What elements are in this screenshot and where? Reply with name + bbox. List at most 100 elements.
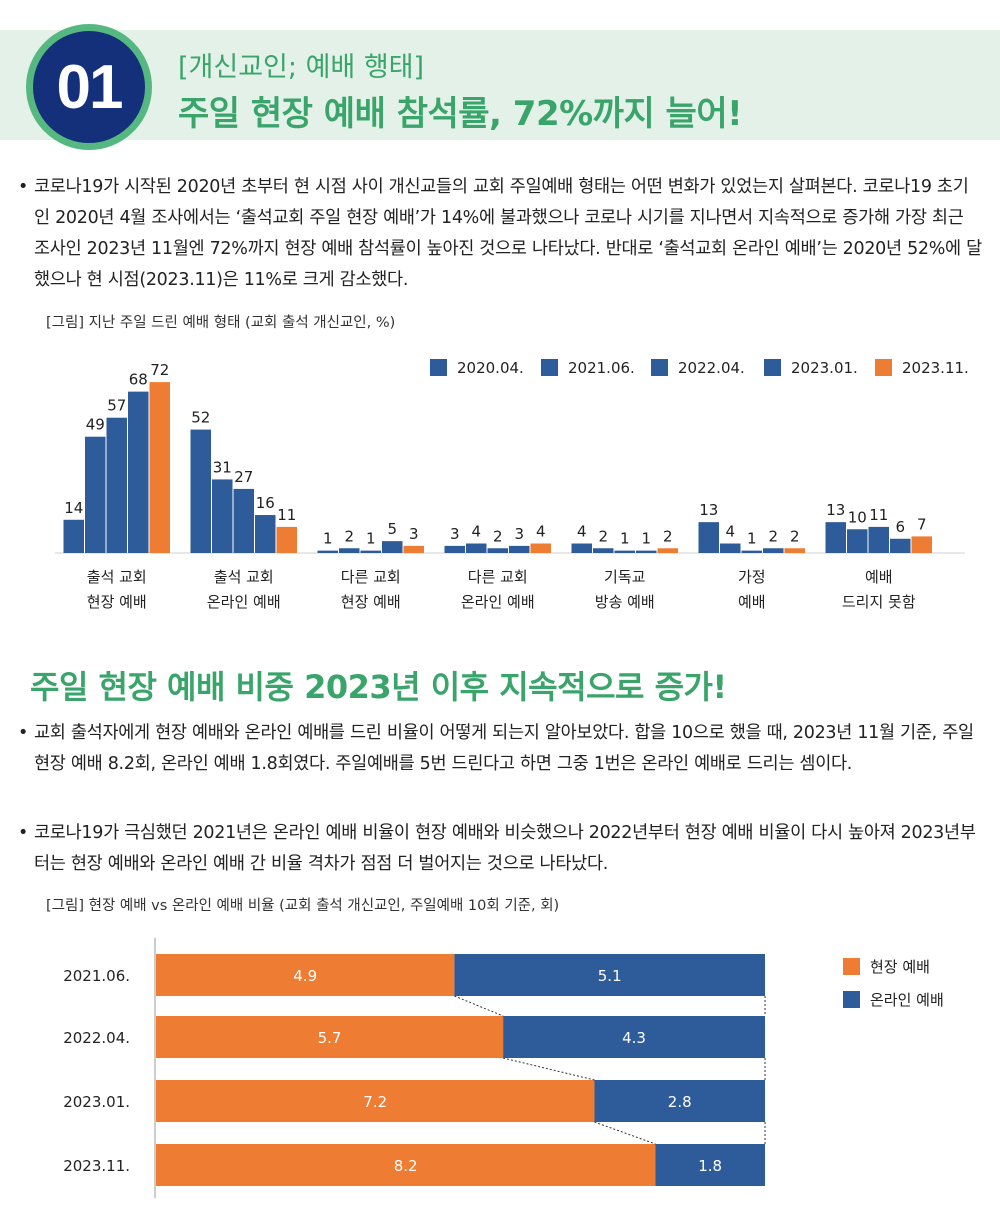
data-label: 1.8: [698, 1157, 722, 1175]
data-label: 10: [848, 508, 867, 526]
legend-label: 2023.01.: [791, 359, 858, 377]
bar: [593, 548, 614, 553]
data-label: 52: [191, 409, 210, 427]
bar-segment: [655, 1144, 765, 1186]
bar: [317, 550, 338, 553]
category-label: 드리지 못함: [842, 593, 916, 611]
bar: [276, 526, 297, 553]
data-label: 31: [213, 458, 232, 476]
data-label: 1: [641, 530, 651, 548]
header-band: [0, 30, 1000, 140]
chart-2-onsite-vs-online: 4.9 5.1 2021.06. 5.7 4.3 2022.04. 7.2 2.8 2023.0…: [63, 938, 944, 1198]
header-title: 주일 현장 예배 참석률, 72%까지 늘어!: [178, 94, 743, 134]
data-label: 14: [64, 499, 83, 517]
legend-label: 온라인 예배: [870, 991, 944, 1009]
data-label: 2: [598, 527, 608, 545]
category-label: 2023.11.: [63, 1157, 130, 1175]
bar: [360, 550, 381, 553]
bar: [190, 429, 211, 553]
data-label: 13: [699, 501, 718, 519]
bar: [530, 543, 551, 553]
header-subtitle: [개신교인; 예배 행태]: [178, 52, 425, 83]
category-label: 기독교: [604, 568, 645, 586]
bar-segment: [156, 954, 455, 996]
data-label: 1: [620, 530, 630, 548]
paragraph-2-text: 교회 출석자에게 현장 예배와 온라인 예배를 드린 비율이 어떻게 되는지 알…: [34, 723, 974, 774]
legend-label: 현장 예배: [870, 958, 930, 976]
section-number: 01: [56, 52, 124, 122]
bar: [444, 545, 465, 553]
bar: [614, 550, 635, 553]
bar: [382, 541, 403, 553]
data-label: 4: [536, 523, 546, 541]
data-label: 6: [895, 518, 905, 536]
data-label: 49: [86, 416, 105, 434]
category-label: 다른 교회: [468, 568, 528, 586]
chart-2-caption: [그림] 현장 예배 vs 온라인 예배 비율 (교회 출석 개신교인, 주일예…: [46, 898, 560, 914]
data-label: 2.8: [668, 1093, 692, 1111]
connector-line: [594, 1121, 656, 1145]
legend-swatch: [843, 991, 860, 1008]
paragraph-2: • 교회 출석자에게 현장 예배와 온라인 예배를 드린 비율이 어떻게 되는지…: [18, 718, 983, 780]
section-2-title: 주일 현장 예배 비중 2023년 이후 지속적으로 증가!: [30, 668, 727, 706]
bar: [339, 548, 360, 553]
section-number-badge: 01: [26, 24, 152, 150]
category-label: 가정: [738, 568, 766, 586]
category-label: 출석 교회: [87, 568, 147, 586]
data-label: 68: [129, 371, 148, 389]
bar: [657, 548, 678, 553]
bar: [466, 543, 487, 553]
bar: [636, 550, 657, 553]
bar-segment: [156, 1016, 504, 1058]
data-label: 1: [747, 530, 757, 548]
bar: [487, 548, 508, 553]
category-label: 출석 교회: [214, 568, 274, 586]
legend-swatch: [430, 359, 447, 376]
data-label: 3: [409, 525, 419, 543]
data-label: 2: [663, 527, 673, 545]
bullet-icon: •: [18, 723, 29, 743]
data-label: 11: [869, 506, 888, 524]
data-label: 2: [790, 527, 800, 545]
data-label: 1: [366, 530, 376, 548]
category-label: 현장 예배: [87, 593, 147, 611]
bar: [149, 382, 170, 553]
category-label: 온라인 예배: [461, 593, 535, 611]
data-label: 1: [323, 530, 333, 548]
data-label: 4: [577, 523, 587, 541]
data-label: 72: [150, 361, 169, 379]
bullet-icon: •: [18, 177, 29, 197]
bar: [784, 548, 805, 553]
data-label: 2: [493, 527, 503, 545]
bar: [63, 519, 84, 553]
bar-segment: [454, 954, 765, 996]
category-label: 다른 교회: [341, 568, 401, 586]
legend-swatch: [541, 359, 558, 376]
bar: [403, 545, 424, 553]
legend-swatch: [764, 359, 781, 376]
bar: [911, 536, 932, 553]
data-label: 7: [917, 515, 927, 533]
bar: [868, 526, 889, 553]
paragraph-1: • 코로나19가 시작된 2020년 초부터 현 시점 사이 개신교들의 교회 …: [18, 172, 983, 296]
data-label: 2: [344, 527, 354, 545]
data-label: 27: [234, 468, 253, 486]
bar-segment: [503, 1016, 765, 1058]
paragraph-1-text: 코로나19가 시작된 2020년 초부터 현 시점 사이 개신교들의 교회 주일…: [34, 177, 982, 290]
bar: [847, 529, 868, 553]
bar: [741, 550, 762, 553]
bar: [763, 548, 784, 553]
bar: [571, 543, 592, 553]
paragraph-3: • 코로나19가 극심했던 2021년은 온라인 예배 비율이 현장 예배와 비…: [18, 818, 983, 880]
bar-segment: [156, 1080, 595, 1122]
legend-swatch: [651, 359, 668, 376]
bar: [825, 522, 846, 553]
chart-1-caption: [그림] 지난 주일 드린 예배 형태 (교회 출석 개신교인, %): [46, 315, 396, 331]
data-label: 5.1: [598, 967, 622, 985]
category-label: 2023.01.: [63, 1093, 130, 1111]
data-label: 8.2: [394, 1157, 418, 1175]
legend-label: 2023.11.: [902, 359, 969, 377]
data-label: 11: [277, 506, 296, 524]
data-label: 5: [387, 520, 397, 538]
bullet-icon: •: [18, 823, 29, 843]
